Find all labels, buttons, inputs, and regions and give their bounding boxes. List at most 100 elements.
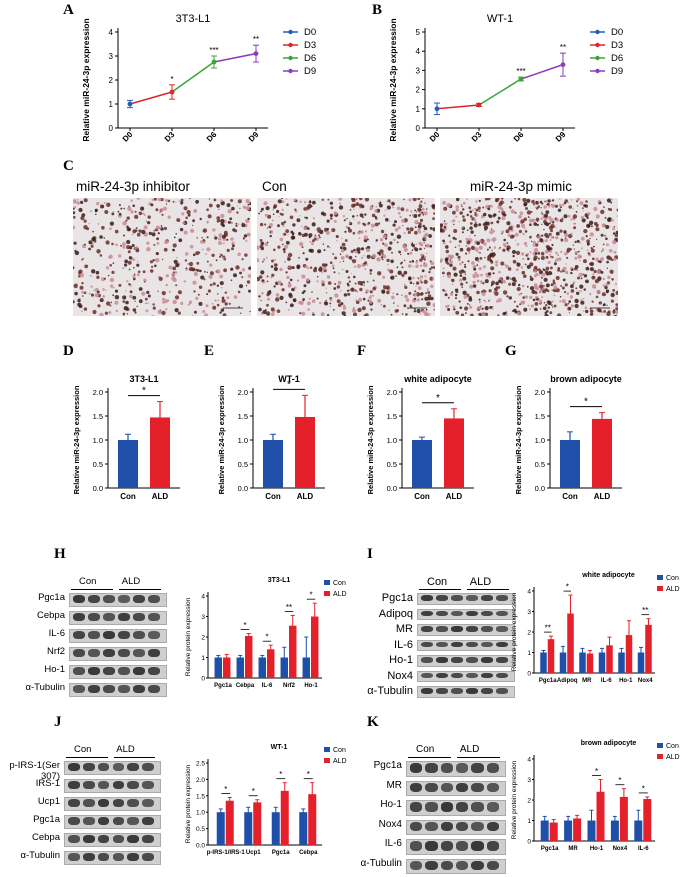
cell-speck	[351, 288, 354, 291]
cell-speck	[105, 240, 110, 245]
blot-band	[133, 613, 145, 621]
x-tick-label: Pgc1a	[541, 846, 559, 852]
blot-band	[425, 821, 438, 831]
y-tick-label: 0	[109, 124, 114, 133]
cell-speck	[562, 278, 566, 282]
panel-label-h: H	[54, 546, 66, 562]
cell-speck	[567, 202, 570, 204]
cell-speck	[362, 280, 366, 284]
cell-speck	[579, 260, 581, 262]
cell-speck	[125, 300, 129, 305]
blot-band	[112, 835, 125, 843]
cell-speck	[500, 207, 503, 210]
cell-speck	[140, 206, 145, 211]
x-tick-label: D6	[512, 130, 526, 144]
y-tick-label: 2.0	[93, 388, 103, 397]
cell-speck	[506, 242, 509, 244]
cell-speck	[595, 227, 600, 232]
cell-speck	[356, 247, 361, 252]
cell-speck	[303, 207, 307, 211]
cell-speck	[147, 215, 151, 219]
cell-speck	[321, 283, 325, 287]
cell-speck	[223, 268, 228, 273]
data-point	[518, 76, 524, 82]
blot-band	[133, 667, 145, 675]
cell-speck	[172, 266, 177, 271]
cell-speck	[421, 211, 424, 214]
cell-speck	[157, 198, 162, 202]
blot-band	[127, 853, 140, 861]
cell-speck	[415, 281, 420, 285]
cell-speck	[449, 263, 453, 267]
cell-speck	[614, 282, 617, 285]
y-tick-label: 4	[527, 589, 531, 596]
cell-speck	[133, 277, 136, 281]
cell-speck	[604, 216, 607, 219]
cell-speck	[459, 262, 462, 266]
y-tick-label: 3	[416, 66, 421, 75]
cell-speck	[462, 215, 465, 218]
blot-band	[486, 802, 499, 812]
cell-speck	[219, 255, 222, 258]
cell-speck	[442, 271, 445, 275]
cell-speck	[172, 248, 175, 252]
data-point	[560, 62, 566, 68]
cell-speck	[366, 264, 368, 266]
cell-speck	[275, 293, 280, 297]
blot-band	[148, 649, 160, 657]
cell-speck	[550, 283, 554, 286]
cell-speck	[606, 260, 609, 264]
cell-speck	[331, 228, 336, 233]
cell-speck	[222, 297, 224, 300]
cell-speck	[371, 294, 374, 297]
bar	[295, 416, 315, 488]
cell-speck	[586, 249, 589, 252]
cell-speck	[155, 225, 160, 230]
cell-speck	[241, 198, 243, 200]
cell-speck	[545, 210, 550, 214]
cell-speck	[163, 226, 167, 231]
cell-speck	[489, 230, 494, 235]
cell-speck	[482, 206, 485, 209]
blot-group-ald: ALD	[116, 744, 135, 755]
cell-speck	[403, 198, 405, 201]
cell-speck	[473, 218, 477, 222]
cell-speck	[490, 266, 495, 271]
cell-speck	[145, 302, 147, 304]
cell-speck	[379, 238, 384, 242]
cell-speck	[197, 293, 200, 296]
cell-speck	[306, 205, 311, 210]
cell-speck	[265, 256, 268, 259]
blot-band	[496, 610, 508, 616]
cell-speck	[411, 249, 414, 251]
cell-speck	[146, 247, 151, 252]
cell-speck	[458, 244, 461, 247]
cell-speck	[365, 289, 369, 293]
cell-speck	[570, 289, 575, 293]
cell-speck	[396, 293, 399, 296]
cell-speck	[414, 220, 419, 225]
x-tick-label: Con	[265, 492, 281, 501]
blot-band	[82, 853, 95, 861]
cell-speck	[353, 307, 355, 309]
cell-speck	[136, 232, 141, 237]
cell-speck	[555, 218, 559, 222]
cell-speck	[220, 286, 223, 289]
blot-band	[142, 781, 154, 789]
cell-speck	[257, 276, 261, 282]
chart-title: 3T3-L1	[176, 13, 211, 25]
cell-speck	[90, 275, 92, 277]
cell-speck	[520, 266, 524, 269]
legend-label: D9	[611, 66, 623, 77]
cell-speck	[596, 238, 598, 240]
cell-speck	[601, 257, 604, 259]
cell-speck	[152, 303, 155, 306]
cell-speck	[607, 275, 611, 279]
blot-band	[410, 763, 423, 773]
cell-speck	[595, 257, 599, 262]
cell-speck	[206, 222, 209, 224]
cell-speck	[442, 239, 445, 243]
cell-speck	[216, 303, 220, 307]
cell-speck	[273, 263, 278, 267]
cell-speck	[235, 222, 238, 225]
